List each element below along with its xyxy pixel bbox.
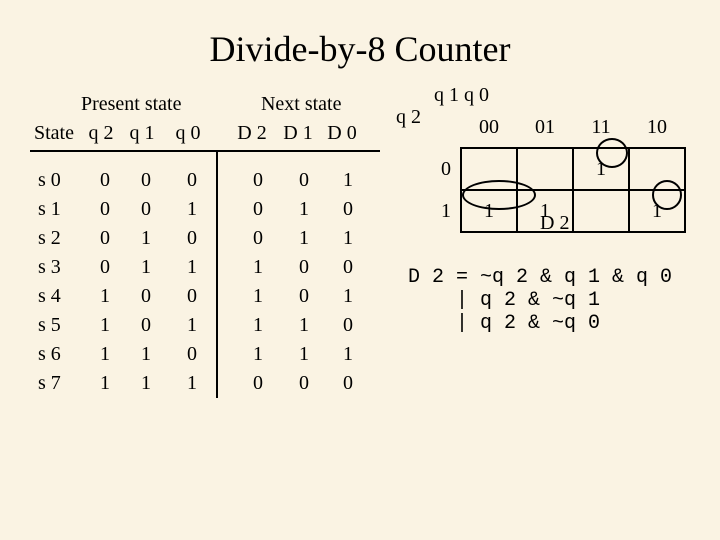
table-cell: s 1 [38,195,86,224]
table-cell: 0 [236,369,280,398]
state-table-region: Present state Next state State q 2 q 1 q… [30,90,380,398]
table-cell: 1 [168,311,216,340]
table-cell: 0 [124,195,168,224]
col-d1: D 1 [274,119,322,148]
table-cell: 0 [280,166,328,195]
table-cell: 1 [168,195,216,224]
table-cell: 1 [328,224,368,253]
table-cell: 1 [236,282,280,311]
table-cell: s 6 [38,340,86,369]
table-cell: 1 [328,340,368,369]
kmap-cell [573,190,629,232]
content-region: Present state Next state State q 2 q 1 q… [0,70,720,398]
table-cell: 0 [124,282,168,311]
table-cell: 1 [86,369,124,398]
kmap-region: q 1 q 0 q 2 00011110011111 D 2 D 2 = ~q … [380,90,690,398]
table-cell: s 2 [38,224,86,253]
table-cell: 1 [124,224,168,253]
kmap-col-header: 10 [629,108,685,148]
table-cell: 0 [86,166,124,195]
table-cell: 0 [328,369,368,398]
table-cell: 1 [124,369,168,398]
table-cell: 0 [86,195,124,224]
kmap-grouping-circle [596,138,628,168]
col-q2: q 2 [82,119,120,148]
table-cell: 0 [280,369,328,398]
col-state: State [30,119,82,148]
col-q0: q 0 [164,119,212,148]
table-cell: 1 [124,253,168,282]
kmap-col-header: 00 [461,108,517,148]
table-col-d0: 10101010 [328,152,368,398]
group-header-next: Next state [204,90,380,119]
table-cell: 1 [86,340,124,369]
col-q1: q 1 [120,119,164,148]
table-cell: 1 [328,166,368,195]
table-cell: 1 [280,340,328,369]
column-headers: State q 2 q 1 q 0 D 2 D 1 D 0 [30,119,380,152]
table-cell: 0 [86,224,124,253]
table-cell: s 4 [38,282,86,311]
table-cell: 0 [236,224,280,253]
table-cell: s 7 [38,369,86,398]
table-cell: 1 [86,311,124,340]
table-cell: 0 [328,253,368,282]
kmap-col-header: 01 [517,108,573,148]
table-cell: 1 [280,311,328,340]
table-col-d2: 00011110 [218,152,280,398]
col-d2: D 2 [212,119,274,148]
table-col-q2: 00001111 [86,152,124,398]
table-cell: 0 [328,195,368,224]
kmap-row-header: 1 [432,190,461,232]
table-cell: 0 [168,224,216,253]
group-header-present: Present state [30,90,204,119]
table-col-d1: 01100110 [280,152,328,398]
boolean-equation: D 2 = ~q 2 & q 1 & q 0 | q 2 & ~q 1 | q … [408,266,672,335]
table-cell: s 0 [38,166,86,195]
table-cell: 1 [168,253,216,282]
table-col-q1: 00110011 [124,152,168,398]
kmap-row-var: q 2 [396,106,421,129]
table-cell: 1 [280,224,328,253]
kmap-col-var: q 1 q 0 [434,84,489,107]
table-col-state: s 0s 1s 2s 3s 4s 5s 6s 7 [30,152,86,398]
table-cell: 1 [168,369,216,398]
table-cell: 0 [280,253,328,282]
table-body: s 0s 1s 2s 3s 4s 5s 6s 70000111100110011… [30,152,380,398]
table-col-q0: 01010101 [168,152,216,398]
table-cell: 1 [236,311,280,340]
table-cell: 1 [280,195,328,224]
kmap-output-name: D 2 [540,212,569,235]
table-cell: 0 [124,166,168,195]
table-cell: 0 [86,253,124,282]
table-cell: 0 [280,282,328,311]
table-cell: 0 [124,311,168,340]
table-cell: 0 [168,340,216,369]
table-cell: 1 [236,340,280,369]
table-cell: 1 [86,282,124,311]
col-d0: D 0 [322,119,362,148]
table-cell: 0 [236,195,280,224]
table-cell: 0 [168,166,216,195]
table-cell: 1 [328,282,368,311]
table-cell: s 5 [38,311,86,340]
state-table: Present state Next state State q 2 q 1 q… [30,90,380,398]
table-cell: 1 [236,253,280,282]
table-cell: s 3 [38,253,86,282]
kmap-grouping-circle [652,180,682,210]
table-cell: 0 [168,282,216,311]
table-cell: 0 [328,311,368,340]
table-cell: 0 [236,166,280,195]
page-title: Divide-by-8 Counter [0,0,720,70]
table-cell: 1 [124,340,168,369]
kmap-row-header: 0 [432,148,461,190]
kmap-grouping-circle [462,180,536,210]
